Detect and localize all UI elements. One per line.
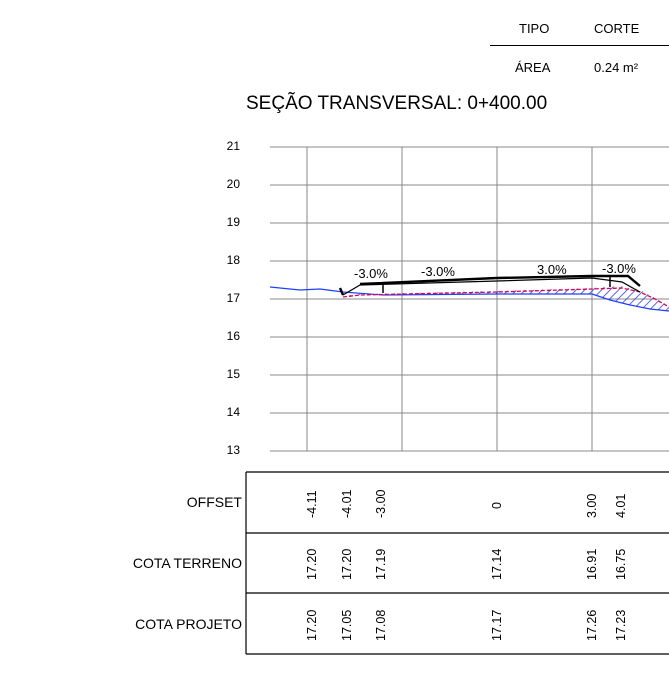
offset-value: -4.01 — [340, 489, 354, 519]
grid-horizontal — [270, 146, 669, 452]
subgrade-line — [342, 287, 669, 308]
header-divider — [490, 45, 669, 46]
terreno-value: 17.20 — [340, 548, 354, 580]
terreno-value: 16.91 — [585, 548, 599, 580]
y-tick-label: 20 — [226, 177, 240, 191]
y-tick-label: 21 — [226, 139, 240, 153]
data-table-frame — [245, 471, 669, 655]
offset-value: -4.11 — [305, 490, 319, 518]
row-label-offset: OFFSET — [186, 494, 242, 510]
slope-label: -3.0% — [602, 261, 636, 276]
terreno-value: 17.14 — [490, 548, 504, 580]
offset-value: -3.00 — [374, 489, 388, 519]
y-tick-label: 14 — [226, 405, 240, 419]
offset-value: 3.00 — [585, 493, 599, 518]
y-tick-label: 15 — [226, 367, 240, 381]
area-label: ÁREA — [515, 60, 551, 75]
slope-label: 3.0% — [537, 262, 567, 277]
y-tick-label: 16 — [226, 329, 240, 343]
projeto-value: 17.23 — [614, 609, 628, 641]
area-value: 0.24 m² — [594, 60, 639, 75]
projeto-value: 17.08 — [374, 609, 388, 641]
projeto-value: 17.26 — [585, 609, 599, 641]
section-title: SEÇÃO TRANSVERSAL: 0+400.00 — [246, 93, 548, 114]
grid-vertical — [306, 147, 593, 451]
tipo-label: TIPO — [519, 21, 550, 36]
offset-value: 4.01 — [614, 493, 628, 518]
y-tick-label: 18 — [226, 253, 240, 267]
terreno-value: 16.75 — [614, 548, 628, 580]
y-tick-label: 13 — [226, 443, 240, 457]
tipo-value: CORTE — [594, 21, 640, 36]
offset-value: 0 — [490, 502, 504, 509]
slope-label: -3.0% — [354, 266, 388, 281]
cut-area-hatch — [343, 286, 669, 311]
project-line-base — [342, 277, 641, 296]
row-label-cota-projeto: COTA PROJETO — [135, 616, 242, 632]
terrain-line — [269, 286, 669, 312]
y-tick-label: 17 — [226, 291, 240, 305]
projeto-value: 17.20 — [305, 609, 319, 641]
slope-label: -3.0% — [421, 264, 455, 279]
y-tick-label: 19 — [226, 215, 240, 229]
projeto-value: 17.17 — [490, 609, 504, 641]
terreno-value: 17.19 — [374, 548, 388, 580]
row-label-cota-terreno: COTA TERRENO — [132, 555, 242, 571]
terreno-value: 17.20 — [305, 548, 319, 580]
projeto-value: 17.05 — [340, 609, 354, 641]
project-line-top — [338, 274, 641, 296]
